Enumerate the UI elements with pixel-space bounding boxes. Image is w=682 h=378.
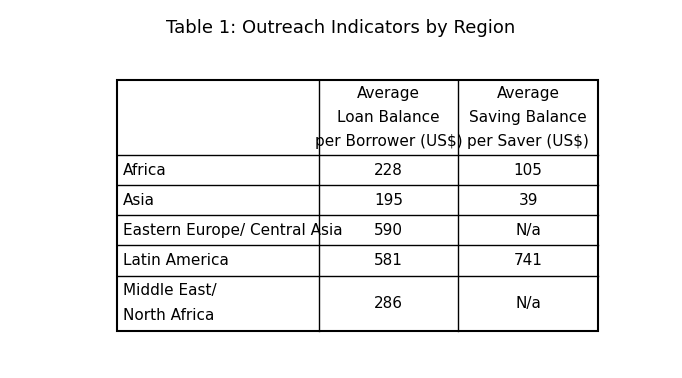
- Text: 590: 590: [374, 223, 403, 238]
- Text: Average: Average: [357, 86, 420, 101]
- Text: Latin America: Latin America: [123, 253, 229, 268]
- Text: per Borrower (US$): per Borrower (US$): [315, 134, 462, 149]
- Bar: [117, 80, 598, 331]
- Text: Saving Balance: Saving Balance: [469, 110, 587, 125]
- Text: 286: 286: [374, 296, 403, 311]
- Text: 581: 581: [374, 253, 403, 268]
- Text: per Saver (US$): per Saver (US$): [467, 134, 589, 149]
- Text: 228: 228: [374, 163, 403, 178]
- Text: Eastern Europe/ Central Asia: Eastern Europe/ Central Asia: [123, 223, 343, 238]
- Text: N/a: N/a: [516, 296, 541, 311]
- Text: Africa: Africa: [123, 163, 167, 178]
- Text: 39: 39: [518, 193, 538, 208]
- Text: Average: Average: [496, 86, 560, 101]
- Text: Middle East/
North Africa: Middle East/ North Africa: [123, 283, 217, 323]
- Text: Loan Balance: Loan Balance: [338, 110, 440, 125]
- Text: Table 1: Outreach Indicators by Region: Table 1: Outreach Indicators by Region: [166, 19, 516, 37]
- Text: N/a: N/a: [516, 223, 541, 238]
- Text: 105: 105: [514, 163, 543, 178]
- Text: 741: 741: [514, 253, 543, 268]
- Text: 195: 195: [374, 193, 403, 208]
- Text: Asia: Asia: [123, 193, 155, 208]
